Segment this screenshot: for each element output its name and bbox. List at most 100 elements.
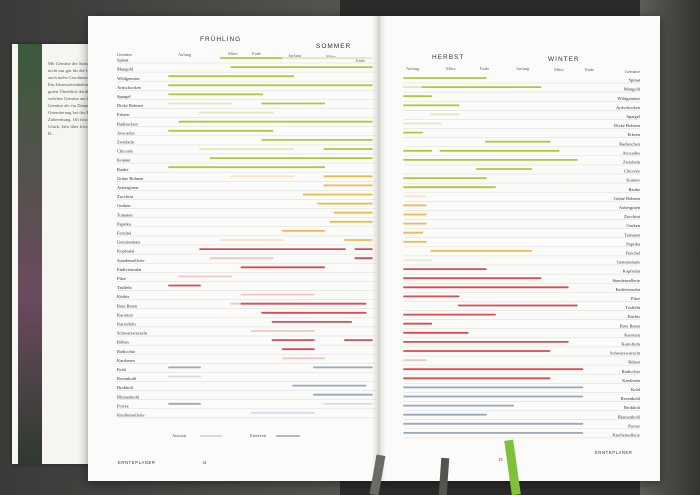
vegetable-label: Dicke Bohnen bbox=[614, 123, 641, 128]
column-header: Gemüse bbox=[117, 52, 132, 57]
footer-label: ERNTEPLANER bbox=[595, 450, 633, 455]
vegetable-label: Pilze bbox=[117, 276, 126, 281]
vegetable-label: Zucchini bbox=[624, 214, 641, 219]
column-header: Gemüse bbox=[625, 69, 640, 74]
vegetable-label: Mangold bbox=[117, 67, 134, 72]
vegetable-label: Rote Beten bbox=[117, 303, 138, 308]
month-label: Mitte bbox=[228, 51, 238, 56]
season-label: SOMMER bbox=[316, 43, 351, 50]
vegetable-label: Rauke bbox=[629, 187, 641, 192]
vegetable-label: Kräuter bbox=[626, 178, 640, 183]
vegetable-label: Radieschen bbox=[117, 121, 138, 126]
vegetable-label: Endiviensalat bbox=[616, 287, 641, 292]
vegetable-label: Kartoffeln bbox=[117, 322, 136, 327]
vegetable-label: Zwiebeln bbox=[117, 140, 135, 145]
vegetable-label: Wildgemüse bbox=[617, 96, 640, 101]
book-spine bbox=[372, 16, 386, 481]
vegetable-label: Kürbis bbox=[628, 314, 640, 319]
legend-label: Erntezeit bbox=[250, 433, 267, 438]
vegetable-label: Staudensellerie bbox=[117, 258, 145, 263]
vegetable-label: Rosenkohl bbox=[117, 376, 137, 381]
vegetable-label: Radieschen bbox=[619, 141, 640, 146]
season-label: WINTER bbox=[548, 56, 580, 63]
vegetable-label: Spinat bbox=[628, 78, 640, 83]
vegetable-label: Staudensellerie bbox=[613, 278, 641, 283]
month-label: Anfang bbox=[516, 66, 530, 71]
vegetable-label: Auberginen bbox=[117, 185, 139, 190]
vegetable-label: Rüben bbox=[117, 340, 129, 345]
vegetable-label: Knollensellerie bbox=[613, 433, 641, 438]
vegetable-label: Fenchel bbox=[117, 231, 132, 236]
month-label: Anfang bbox=[288, 53, 302, 58]
vegetable-label: Kohl bbox=[631, 387, 641, 392]
page-number: 14 bbox=[202, 460, 207, 465]
vegetable-label: Trüffeln bbox=[117, 285, 133, 290]
vegetable-label: Tomaten bbox=[624, 232, 640, 237]
vegetable-label: Kürbis bbox=[117, 294, 129, 299]
vegetable-label: Grüne Bohnen bbox=[614, 196, 641, 201]
vegetable-label: Kräuter bbox=[117, 158, 131, 163]
vegetable-label: Artischocken bbox=[117, 85, 142, 90]
vegetable-label: Kopfsalat bbox=[117, 249, 135, 254]
vegetable-label: Endiviensalat bbox=[117, 267, 142, 272]
vegetable-label: Knollensellerie bbox=[117, 413, 145, 418]
vegetable-label: Blumenkohl bbox=[618, 414, 641, 419]
month-label: Mitte bbox=[326, 54, 336, 59]
vegetable-label: Kartoffeln bbox=[621, 342, 640, 347]
vegetable-label: Paprika bbox=[117, 221, 131, 226]
vegetable-label: Avocados bbox=[622, 150, 640, 155]
month-label: Ende bbox=[585, 67, 594, 72]
vegetable-label: Dicke Bohnen bbox=[117, 103, 144, 108]
vegetable-label: Gurken bbox=[627, 223, 641, 228]
back-page-text: Mit Gemüse der Saison zu kochen, ist nic… bbox=[48, 61, 119, 136]
vegetable-label: Blumenkohl bbox=[117, 394, 140, 399]
vegetable-label: Porree bbox=[117, 403, 129, 408]
vegetable-label: Tomaten bbox=[117, 212, 133, 217]
vegetable-label: Mangold bbox=[624, 87, 641, 92]
vegetable-label: Gemüsemais bbox=[617, 260, 640, 265]
vegetable-label: Grüne Bohnen bbox=[117, 176, 144, 181]
vegetable-label: Artischocken bbox=[616, 105, 641, 110]
vegetable-label: Karotten bbox=[117, 312, 133, 317]
vegetable-label: Kardonen bbox=[622, 378, 640, 383]
vegetable-label: Erbsen bbox=[117, 112, 130, 117]
vegetable-label: Porree bbox=[628, 423, 640, 428]
vegetable-label: Rosenkohl bbox=[621, 396, 641, 401]
vegetable-label: Chicorée bbox=[624, 169, 640, 174]
vegetable-label: Kopfsalat bbox=[623, 269, 641, 274]
page-number: 15 bbox=[498, 457, 503, 462]
vegetable-label: Rote Beten bbox=[620, 323, 641, 328]
vegetable-label: Schwarzwurzeln bbox=[610, 351, 641, 356]
month-label: Anfang bbox=[178, 52, 192, 57]
vegetable-label: Chicorée bbox=[117, 149, 133, 154]
vegetable-label: Rüben bbox=[628, 360, 640, 365]
vegetable-label: Schwarzwurzeln bbox=[117, 331, 148, 336]
vegetable-label: Gurken bbox=[117, 203, 131, 208]
vegetable-label: Radicchio bbox=[622, 369, 641, 374]
vegetable-label: Pilze bbox=[631, 296, 640, 301]
season-label: HERBST bbox=[432, 54, 464, 61]
vegetable-label: Gemüsemais bbox=[117, 240, 140, 245]
month-label: Anfang bbox=[406, 66, 420, 71]
vegetable-label: Fenchel bbox=[626, 251, 641, 256]
vegetable-label: Spinat bbox=[117, 58, 129, 63]
back-page-photo bbox=[18, 44, 42, 464]
month-label: Mitte bbox=[554, 67, 564, 72]
vegetable-label: Spargel bbox=[626, 114, 640, 119]
footer-label: ERNTEPLANER bbox=[118, 460, 156, 465]
season-label: FRÜHLING bbox=[200, 35, 241, 43]
vegetable-label: Avocados bbox=[117, 130, 135, 135]
vegetable-label: Kardonen bbox=[117, 358, 135, 363]
vegetable-label: Brokkoli bbox=[117, 385, 134, 390]
month-label: Ende bbox=[480, 66, 489, 71]
vegetable-label: Radicchio bbox=[117, 349, 136, 354]
vegetable-label: Rauke bbox=[117, 167, 129, 172]
vegetable-label: Zucchini bbox=[117, 194, 134, 199]
month-label: Ende bbox=[252, 51, 261, 56]
vegetable-label: Brokkoli bbox=[624, 405, 641, 410]
vegetable-label: Trüffeln bbox=[625, 305, 641, 310]
vegetable-label: Erbsen bbox=[628, 132, 641, 137]
vegetable-label: Karotten bbox=[624, 332, 640, 337]
vegetable-label: Paprika bbox=[626, 241, 640, 246]
